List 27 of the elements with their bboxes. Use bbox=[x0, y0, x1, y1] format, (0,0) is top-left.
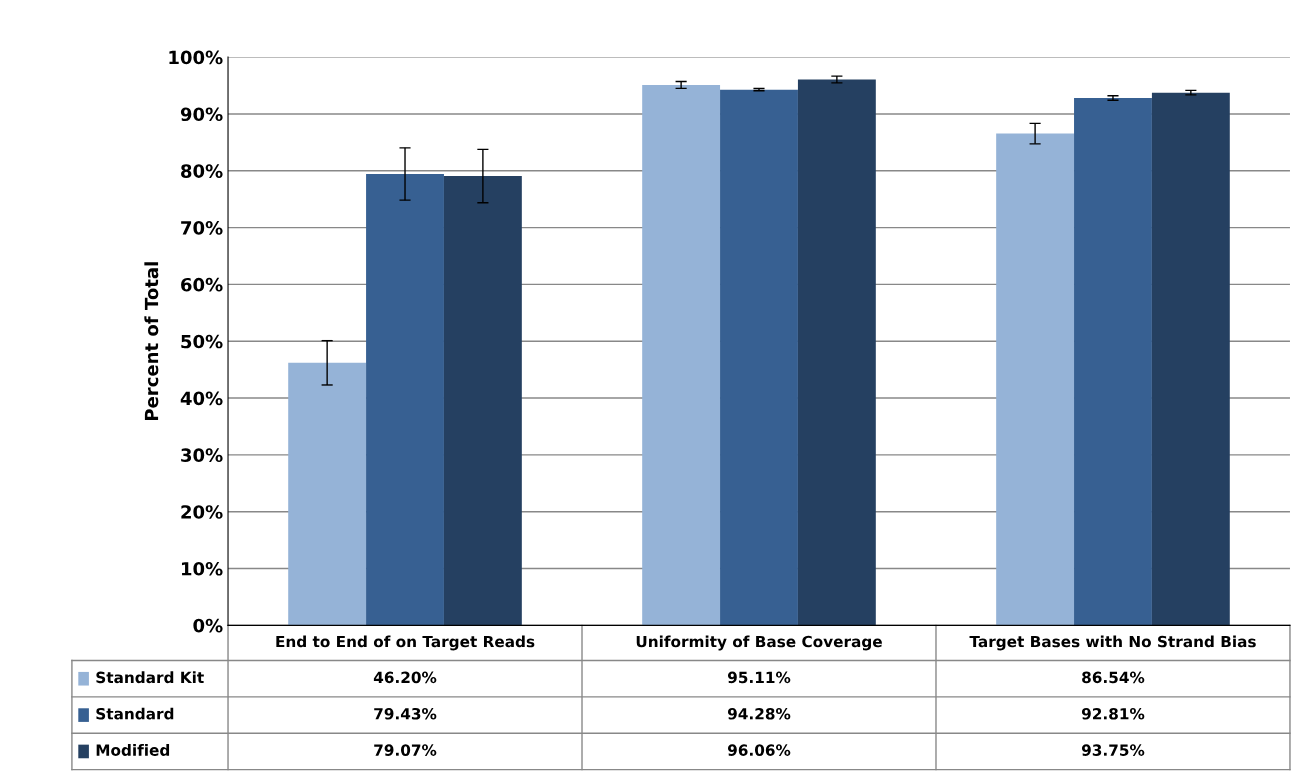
y-axis-title: Percent of Total bbox=[144, 262, 159, 421]
y-tick-label: 60% bbox=[181, 277, 223, 292]
data-label: 95.11% bbox=[727, 671, 791, 684]
y-tick-label: 90% bbox=[180, 107, 223, 122]
x-tick-label: End to End of on Target Reads bbox=[276, 635, 535, 651]
y-tick-label: 50% bbox=[181, 334, 223, 349]
y-tick-label: 30% bbox=[181, 448, 223, 462]
legend-label: Standard bbox=[96, 707, 174, 720]
data-label: 96.06% bbox=[727, 744, 791, 756]
y-tick-label: 70% bbox=[181, 221, 223, 235]
x-tick-label: Uniformity of Base Coverage bbox=[636, 635, 882, 651]
legend-label: Standard Kit bbox=[96, 671, 204, 684]
data-label: 79.07% bbox=[374, 744, 437, 756]
y-tick-label: 20% bbox=[181, 505, 223, 519]
data-label: 86.54% bbox=[1082, 671, 1145, 684]
y-tick-label: 10% bbox=[181, 561, 223, 576]
y-tick-label: 80% bbox=[181, 164, 223, 178]
y-tick-label: 0% bbox=[193, 618, 223, 633]
x-tick-label: Target Bases with No Strand Bias bbox=[969, 635, 1256, 651]
data-label: 92.81% bbox=[1081, 707, 1145, 720]
y-tick-label: 100% bbox=[169, 50, 223, 65]
data-label: 46.20% bbox=[373, 671, 437, 684]
data-label: 93.75% bbox=[1081, 744, 1145, 756]
data-label: 79.43% bbox=[374, 707, 437, 720]
data-label: 94.28% bbox=[727, 707, 791, 720]
legend-label: Modified bbox=[96, 744, 170, 756]
y-tick-label: 40% bbox=[180, 391, 223, 406]
